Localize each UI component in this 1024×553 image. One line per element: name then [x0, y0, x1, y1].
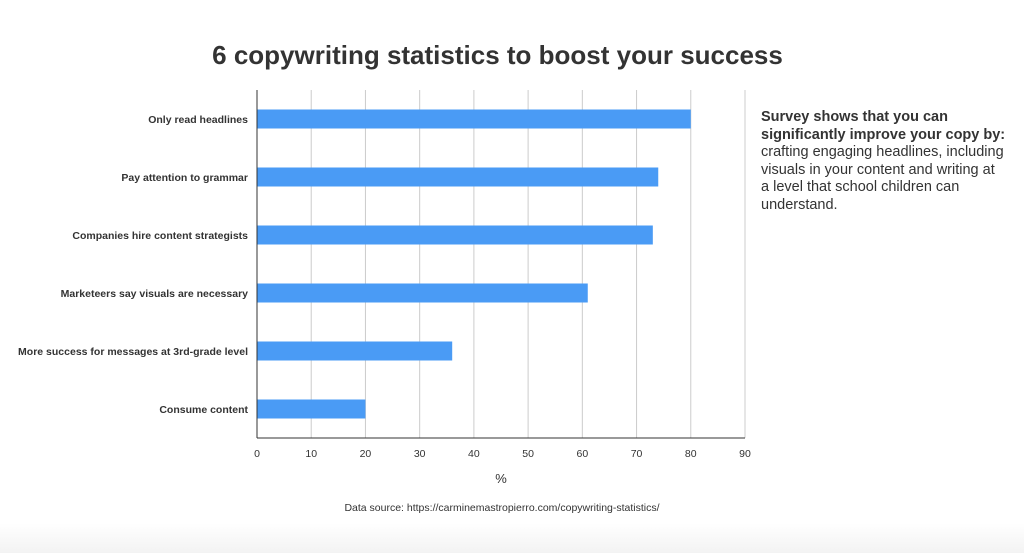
x-tick-label: 50: [522, 448, 534, 460]
bars: [257, 109, 691, 419]
gridlines: [310, 90, 746, 438]
category-label: Only read headlines: [148, 114, 248, 126]
category-label: Consume content: [159, 404, 248, 416]
page-bottom-shade: [0, 523, 1024, 553]
category-label: More success for messages at 3rd-grade l…: [18, 346, 248, 358]
x-tick-label: 70: [631, 448, 643, 460]
x-tick-label: 90: [739, 448, 751, 460]
side-note-heading: Survey shows that you can significantly …: [761, 109, 1006, 143]
x-tick-label: 80: [685, 448, 697, 460]
x-axis-title: %: [495, 471, 507, 486]
x-tick-label: 10: [305, 448, 317, 460]
x-tick-label: 40: [468, 448, 480, 460]
side-note: Survey shows that you can significantly …: [761, 109, 1006, 214]
x-tick-label: 30: [414, 448, 426, 460]
data-source-note: Data source: https://carminemastropierro…: [344, 502, 660, 514]
bar: [257, 341, 453, 361]
x-tick-label: 20: [360, 448, 372, 460]
side-note-body: crafting engaging headlines, including v…: [761, 144, 1004, 213]
bar: [257, 167, 659, 187]
category-label: Companies hire content strategists: [72, 230, 248, 242]
x-tick-labels: 0 10 20 30 40 50 60 70 80 90: [254, 448, 751, 460]
bar: [257, 225, 653, 245]
x-tick-label: 60: [576, 448, 588, 460]
bar: [257, 399, 366, 419]
bar: [257, 283, 588, 303]
category-label: Marketeers say visuals are necessary: [61, 288, 249, 300]
axes: [256, 90, 745, 439]
category-labels: Only read headlines Pay attention to gram…: [18, 114, 248, 416]
x-tick-label: 0: [254, 448, 260, 460]
bar: [257, 109, 691, 129]
category-label: Pay attention to grammar: [121, 172, 248, 184]
chart-title: 6 copywriting statistics to boost your s…: [212, 40, 783, 70]
